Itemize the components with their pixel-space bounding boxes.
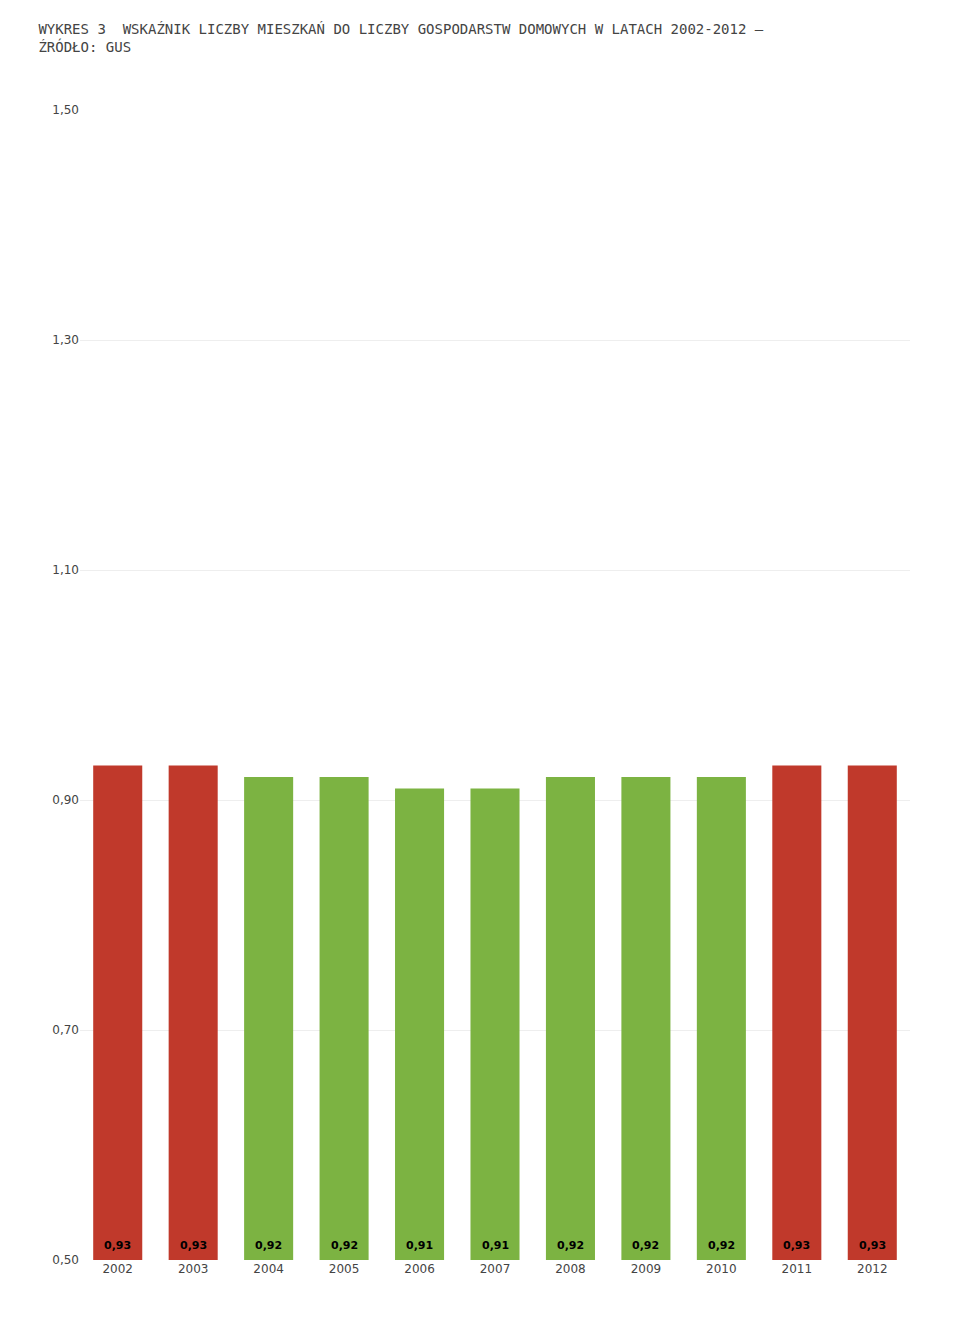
svg-text:0,93: 0,93 [104, 1239, 131, 1252]
svg-text:1,10: 1,10 [52, 563, 79, 577]
svg-text:0,70: 0,70 [52, 1023, 79, 1037]
svg-text:2002: 2002 [102, 1262, 133, 1276]
svg-text:0,91: 0,91 [482, 1239, 509, 1252]
svg-text:0,92: 0,92 [255, 1239, 282, 1252]
svg-text:2008: 2008 [555, 1262, 586, 1276]
svg-text:2012: 2012 [857, 1262, 888, 1276]
svg-text:1,50: 1,50 [52, 103, 79, 117]
svg-text:2011: 2011 [782, 1262, 813, 1276]
svg-text:0,93: 0,93 [859, 1239, 886, 1252]
svg-text:2010: 2010 [706, 1262, 737, 1276]
svg-text:0,93: 0,93 [180, 1239, 207, 1252]
svg-text:0,92: 0,92 [331, 1239, 358, 1252]
svg-text:2004: 2004 [253, 1262, 284, 1276]
svg-text:1,30: 1,30 [52, 333, 79, 347]
svg-text:2005: 2005 [329, 1262, 360, 1276]
svg-text:0,92: 0,92 [632, 1239, 659, 1252]
svg-text:0,92: 0,92 [708, 1239, 735, 1252]
svg-text:0,90: 0,90 [52, 793, 79, 807]
svg-text:0,91: 0,91 [406, 1239, 433, 1252]
svg-text:WYKRES 3 WSKAŹNIK LICZBY MIES: WYKRES 3 WSKAŹNIK LICZBY MIESZKAŃ DO LIC… [38, 21, 763, 55]
svg-text:2003: 2003 [178, 1262, 209, 1276]
svg-text:0,93: 0,93 [783, 1239, 810, 1252]
svg-text:0,92: 0,92 [557, 1239, 584, 1252]
svg-text:2009: 2009 [631, 1262, 662, 1276]
svg-text:2007: 2007 [480, 1262, 511, 1276]
svg-text:0,50: 0,50 [52, 1253, 79, 1267]
svg-text:2006: 2006 [404, 1262, 435, 1276]
